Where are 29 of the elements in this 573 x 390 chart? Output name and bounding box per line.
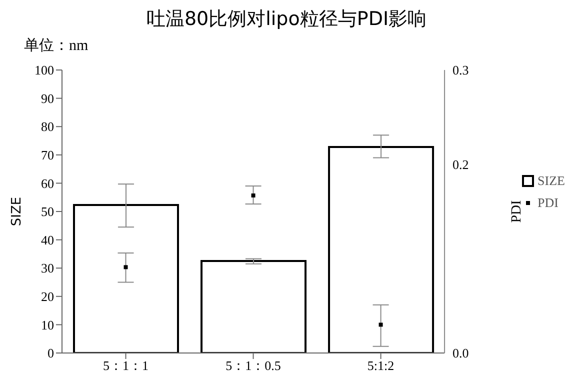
chart-title: 吐温80比例对lipo粒径与PDI影响 <box>145 7 428 32</box>
point <box>378 322 383 327</box>
x-tick-label: 5：1：1 <box>103 358 149 374</box>
y2-tick-label: 0.2 <box>452 156 469 172</box>
y-tick-label: 70 <box>41 148 54 163</box>
y-tick-label: 100 <box>34 62 54 78</box>
text: 单位：nm <box>24 36 88 55</box>
y-tick-label: 20 <box>41 289 54 304</box>
y2-tick-label: 0.0 <box>452 346 469 361</box>
bar <box>73 204 179 353</box>
y-tick-label: 0 <box>48 346 54 361</box>
y-tick-label: 60 <box>41 176 54 191</box>
y2-tick-label: 0.3 <box>452 62 469 78</box>
x-tick-label: 5:1:2 <box>367 358 394 374</box>
y-tick-label: 80 <box>41 119 54 134</box>
y-tick-label: 30 <box>41 260 54 276</box>
bar <box>328 146 434 353</box>
legend-label: PDI <box>538 195 558 211</box>
x-tick-label: 5：1：0.5 <box>226 358 281 374</box>
y-tick-label: 40 <box>41 232 54 248</box>
y-tick-label: 50 <box>41 204 54 220</box>
y-tick-label: 90 <box>41 90 54 106</box>
y-tick-label: 10 <box>41 317 54 332</box>
point <box>251 193 256 198</box>
y-axis-title: SIZE <box>10 196 25 226</box>
point <box>124 265 128 270</box>
legend-label: SIZE <box>538 173 565 189</box>
y2-axis-title: PDI <box>510 200 525 223</box>
bar <box>200 260 307 353</box>
